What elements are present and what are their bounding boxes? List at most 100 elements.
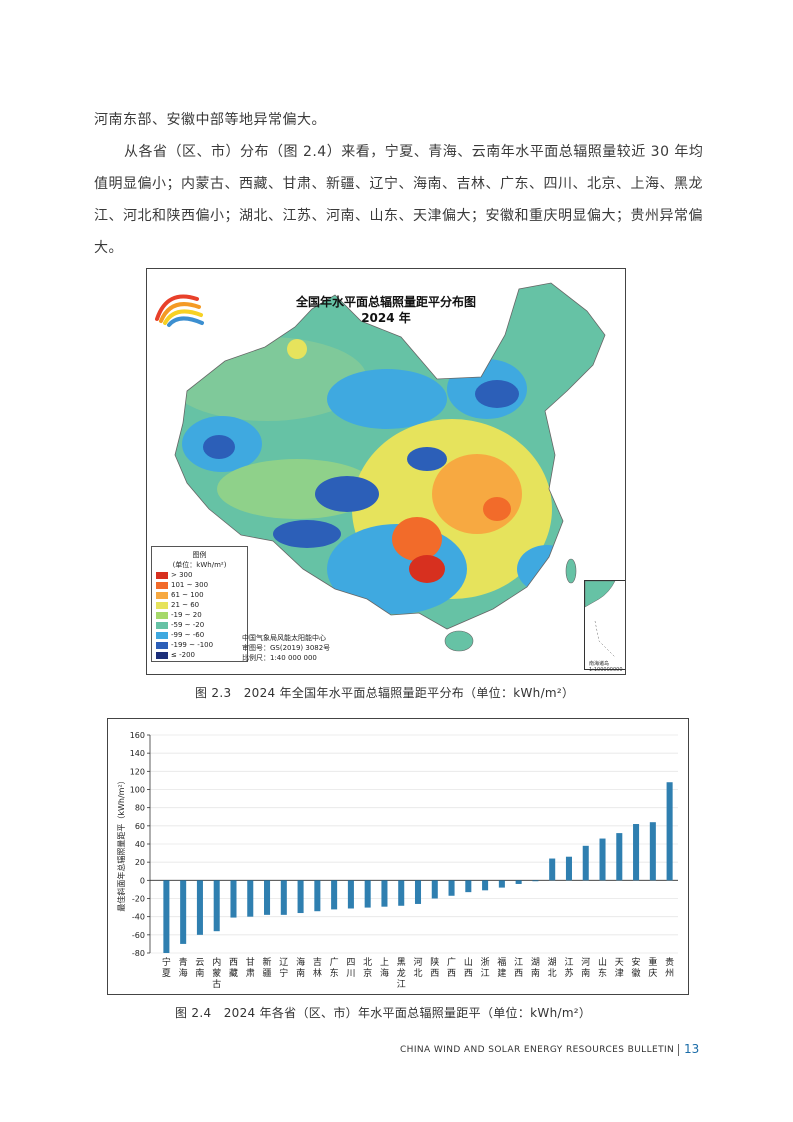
bar: [213, 880, 220, 932]
category-label: 新疆: [263, 956, 272, 979]
y-axis-label: 最佳斜面年总辐照量距平（kWh/m²）: [116, 776, 126, 911]
legend-swatch: [156, 601, 168, 609]
legend-swatch: [156, 581, 168, 589]
y-tick-label: 160: [130, 731, 145, 740]
y-tick-label: 80: [135, 804, 145, 813]
legend-label: -59 ~ -20: [171, 621, 205, 629]
legend-item: 61 ~ 100: [156, 590, 247, 600]
legend-item: 101 ~ 300: [156, 580, 247, 590]
legend-items: > 300 101 ~ 300 61 ~ 100 21 ~ 60 -19 ~ 20 -59…: [152, 570, 247, 660]
category-label: 云南: [195, 958, 204, 979]
category-label: 黑龙江: [397, 957, 406, 990]
bar: [431, 880, 438, 899]
category-label: 湖南: [531, 957, 540, 979]
category-label: 福建: [497, 956, 506, 979]
category-label: 山西: [464, 957, 473, 979]
category-label: 上海: [380, 957, 389, 979]
credit-approval: 审图号：GS(2019) 3082号: [242, 644, 331, 652]
map-legend: 图例 (单位：kWh/m²) > 300 101 ~ 300 61 ~ 100 21 …: [151, 546, 248, 662]
y-tick-label: 100: [130, 786, 145, 795]
legend-label: 61 ~ 100: [171, 591, 204, 599]
bar: [264, 880, 271, 915]
bar: [549, 858, 556, 881]
category-label: 贵州: [665, 956, 674, 979]
paragraph-1: 河南东部、安徽中部等地异常偏大。: [94, 112, 326, 128]
legend-item: -99 ~ -60: [156, 630, 247, 640]
credit-agency: 中国气象局风能太阳能中心: [242, 634, 326, 642]
legend-swatch: [156, 641, 168, 649]
legend-item: -59 ~ -20: [156, 620, 247, 630]
bar: [515, 880, 522, 884]
category-label: 西藏: [229, 957, 238, 979]
category-label: 重庆: [648, 956, 657, 979]
bar: [465, 880, 472, 893]
bar: [498, 880, 505, 888]
category-label: 广西: [447, 956, 456, 979]
category-label: 天津: [615, 958, 624, 979]
y-tick-label: 140: [130, 749, 145, 758]
category-label: 北京: [363, 957, 372, 979]
taiwan-island: [565, 558, 577, 584]
legend-swatch: [156, 611, 168, 619]
y-tick-label: -80: [132, 949, 145, 958]
y-tick-label: 60: [135, 822, 145, 831]
legend-item: ≤ -200: [156, 650, 247, 660]
bar: [347, 880, 354, 909]
category-label: 宁夏: [162, 956, 171, 979]
bar: [163, 880, 170, 953]
bar: [180, 880, 187, 944]
legend-item: -199 ~ -100: [156, 640, 247, 650]
map-title: 全国年水平面总辐照量距平分布图: [295, 295, 476, 309]
bar: [280, 880, 287, 915]
bar: [381, 880, 388, 907]
legend-unit: (单位：kWh/m²): [172, 561, 227, 569]
legend-label: -199 ~ -100: [171, 641, 214, 649]
y-tick-label: -20: [132, 895, 145, 904]
legend-label: -99 ~ -60: [171, 631, 205, 639]
bar: [633, 824, 640, 881]
legend-item: -19 ~ 20: [156, 610, 247, 620]
bar: [247, 880, 254, 917]
y-tick-label: 120: [130, 767, 145, 776]
bar: [565, 856, 572, 881]
legend-label: 21 ~ 60: [171, 601, 200, 609]
legend-item: > 300: [156, 570, 247, 580]
category-label: 江苏: [564, 957, 573, 979]
legend-item: 21 ~ 60: [156, 600, 247, 610]
legend-swatch: [156, 651, 168, 659]
hainan-island: [444, 630, 474, 652]
map-logo: [155, 294, 204, 327]
bar: [230, 880, 237, 918]
figure-2-4-caption: 图 2.4 2024 年各省（区、市）年水平面总辐照量距平（单位：kWh/m²）: [175, 1006, 592, 1020]
legend-swatch: [156, 571, 168, 579]
legend-swatch: [156, 631, 168, 639]
bar: [297, 880, 304, 914]
category-label: 青海: [179, 956, 188, 979]
paragraph-2: 从各省（区、市）分布（图 2.4）来看，宁夏、青海、云南年水平面总辐照量较近 3…: [94, 144, 704, 256]
province-anomaly-chart: -80 -60 -40 -20 0 20 40 60 80 100 120 140 160 最佳斜面年总辐…: [107, 718, 689, 995]
bar: [482, 880, 489, 891]
south-china-sea-inset: [584, 580, 625, 670]
category-label: 广东: [330, 956, 339, 979]
category-label: 吉林: [313, 957, 322, 979]
map-year: 2024 年: [361, 311, 411, 325]
anomaly-map-figure: 全国年水平面总辐照量距平分布图 2024 年 图例 (单位：kWh/m²) > …: [146, 268, 626, 675]
category-label: 辽宁: [279, 957, 288, 979]
credit-scale: 比例尺：1:40 000 000: [242, 654, 317, 662]
legend-label: ≤ -200: [171, 651, 195, 659]
page-number: 13: [684, 1042, 700, 1056]
legend-label: > 300: [171, 571, 193, 579]
legend-label: -19 ~ 20: [171, 611, 202, 619]
bar: [331, 880, 338, 910]
bar: [398, 880, 405, 906]
bulletin-footer: CHINA WIND AND SOLAR ENERGY RESOURCES BU…: [400, 1045, 675, 1055]
footer-divider: [678, 1044, 679, 1056]
category-label: 湖北: [548, 957, 557, 979]
bar: [448, 880, 455, 896]
map-credit: 中国气象局风能太阳能中心 审图号：GS(2019) 3082号 比例尺：1:40…: [242, 633, 330, 663]
category-label: 河北: [413, 956, 422, 979]
inset-label: 南海诸岛 1:100000000: [589, 661, 623, 673]
bar: [649, 822, 656, 881]
bar: [196, 880, 203, 935]
bar: [314, 880, 321, 912]
